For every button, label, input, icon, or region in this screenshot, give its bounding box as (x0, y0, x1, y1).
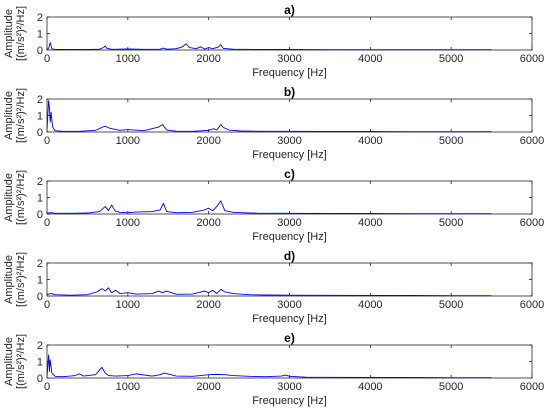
x-tick-label: 2000 (196, 53, 220, 65)
y-axis-label-line2: [(m/s²)²/Hz] (15, 334, 27, 389)
x-tick-label: 1000 (116, 135, 140, 147)
x-tick-label: 0 (44, 381, 50, 393)
y-tick-label: 1 (37, 275, 43, 287)
subplot-title: c) (284, 167, 295, 181)
x-tick-label: 3000 (277, 135, 301, 147)
x-tick-label: 6000 (520, 381, 544, 393)
x-tick-label: 1000 (116, 381, 140, 393)
x-axis-label: Frequency [Hz] (252, 395, 327, 407)
x-tick-label: 5000 (439, 135, 463, 147)
y-tick-label: 2 (37, 94, 43, 106)
plot-frame (46, 262, 533, 297)
y-axis-label-line1: Amplitude (3, 337, 15, 386)
plot-frame (46, 98, 533, 133)
plot-frame (46, 344, 533, 379)
x-tick-label: 6000 (520, 135, 544, 147)
x-tick-label: 4000 (358, 217, 382, 229)
subplot-title: e) (284, 331, 295, 345)
subplot-title: b) (284, 85, 295, 99)
plot-frame (46, 16, 533, 51)
x-tick-label: 3000 (277, 381, 301, 393)
y-tick-label: 0 (37, 373, 43, 385)
series-line (46, 287, 492, 297)
y-tick-label: 2 (37, 340, 43, 352)
plot-frame (46, 180, 533, 215)
y-tick-label: 0 (37, 45, 43, 57)
x-tick-label: 3000 (277, 299, 301, 311)
y-tick-label: 2 (37, 12, 43, 24)
x-tick-label: 4000 (358, 53, 382, 65)
y-tick-label: 0 (37, 127, 43, 139)
subplot-title: d) (284, 249, 295, 263)
x-tick-label: 0 (44, 53, 50, 65)
y-tick-label: 2 (37, 258, 43, 270)
x-tick-label: 5000 (439, 381, 463, 393)
subplot-c: 0 1000 2000 3000 4000 5000 6000012c)Frequency … (3, 167, 544, 243)
x-tick-label: 4000 (358, 299, 382, 311)
x-tick-label: 1000 (116, 217, 140, 229)
x-tick-label: 1000 (116, 299, 140, 311)
x-tick-label: 5000 (439, 53, 463, 65)
x-tick-label: 5000 (439, 299, 463, 311)
x-axis-label: Frequency [Hz] (252, 231, 327, 243)
x-tick-label: 0 (44, 299, 50, 311)
x-tick-label: 2000 (196, 299, 220, 311)
y-tick-label: 2 (37, 176, 43, 188)
x-tick-label: 0 (44, 135, 50, 147)
y-tick-label: 0 (37, 209, 43, 221)
x-tick-label: 2000 (196, 135, 220, 147)
x-tick-label: 4000 (358, 381, 382, 393)
x-tick-label: 4000 (358, 135, 382, 147)
y-axis-label-line1: Amplitude (3, 173, 15, 222)
x-axis-label: Frequency [Hz] (252, 149, 327, 161)
x-axis-label: Frequency [Hz] (252, 67, 327, 79)
y-axis-label-line2: [(m/s²)²/Hz] (15, 88, 27, 143)
y-axis-label-line2: [(m/s²)²/Hz] (15, 170, 27, 225)
x-tick-label: 6000 (520, 217, 544, 229)
subplot-title: a) (284, 3, 295, 17)
x-tick-label: 6000 (520, 53, 544, 65)
y-tick-label: 1 (37, 193, 43, 205)
subplot-b: 0 1000 2000 3000 4000 5000 6000012b)Frequency … (3, 85, 544, 161)
x-tick-label: 2000 (196, 381, 220, 393)
series-line (46, 42, 492, 51)
y-tick-label: 1 (37, 29, 43, 41)
x-tick-label: 5000 (439, 217, 463, 229)
x-tick-label: 1000 (116, 53, 140, 65)
subplot-d: 0 1000 2000 3000 4000 5000 6000012d)Frequency … (3, 249, 544, 325)
x-tick-label: 0 (44, 217, 50, 229)
subplot-a: 0 1000 2000 3000 4000 5000 6000012a)Frequency … (3, 3, 544, 79)
y-axis-label-line1: Amplitude (3, 9, 15, 58)
x-tick-label: 3000 (277, 217, 301, 229)
series-line (46, 200, 492, 215)
x-tick-label: 3000 (277, 53, 301, 65)
series-line (46, 354, 492, 379)
y-tick-label: 0 (37, 291, 43, 303)
y-tick-label: 1 (37, 111, 43, 123)
x-axis-label: Frequency [Hz] (252, 313, 327, 325)
x-tick-label: 2000 (196, 217, 220, 229)
series-line (46, 100, 492, 133)
y-axis-label-line2: [(m/s²)²/Hz] (15, 252, 27, 307)
subplot-e: 0 1000 2000 3000 4000 5000 6000012e)Frequency … (3, 331, 544, 407)
y-tick-label: 1 (37, 357, 43, 369)
y-axis-label-line1: Amplitude (3, 255, 15, 304)
x-tick-label: 6000 (520, 299, 544, 311)
y-axis-label-line1: Amplitude (3, 91, 15, 140)
y-axis-label-line2: [(m/s²)²/Hz] (15, 6, 27, 61)
